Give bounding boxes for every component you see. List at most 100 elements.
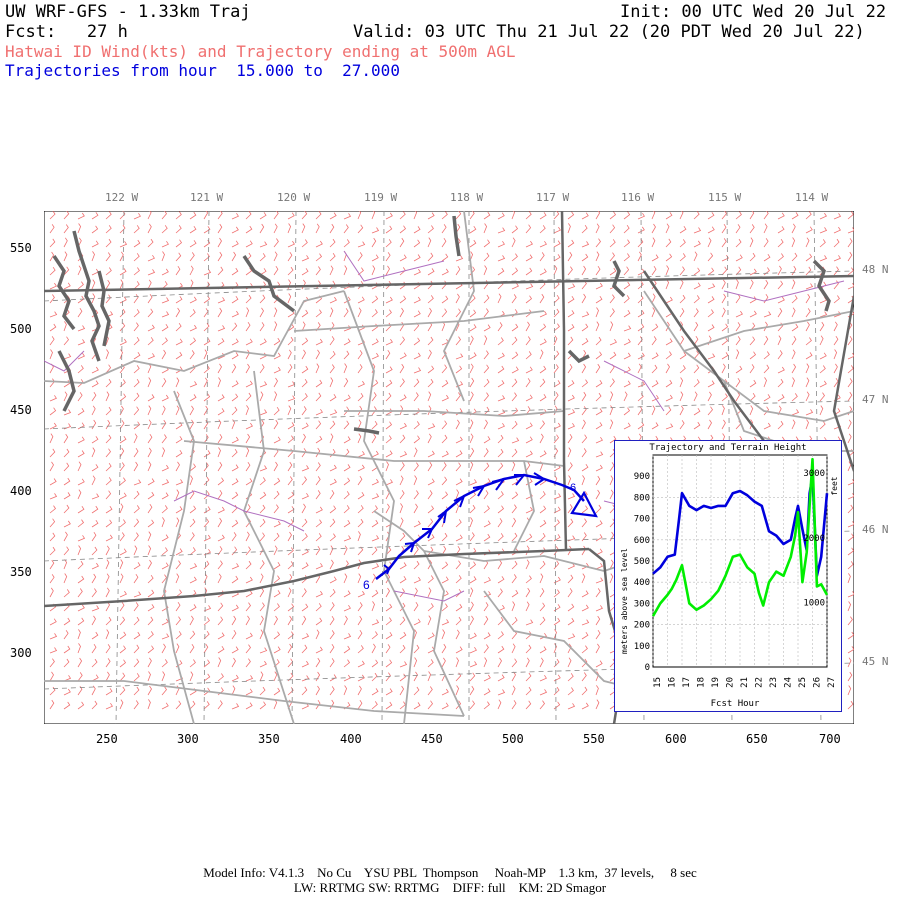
wind-barb xyxy=(371,672,378,682)
wind-barb xyxy=(343,420,350,430)
wind-barb xyxy=(413,239,421,248)
wind-barb xyxy=(525,366,533,374)
wind-barb xyxy=(301,465,310,472)
wind-barb xyxy=(91,643,97,654)
wind-barb xyxy=(217,534,225,542)
end-marker-label: 6 xyxy=(570,482,576,494)
wind-barb xyxy=(301,633,310,640)
wind-barb xyxy=(483,294,490,304)
wind-barb xyxy=(525,295,533,304)
wind-barb xyxy=(105,629,110,640)
wind-barb xyxy=(217,645,225,654)
wind-barb xyxy=(553,240,561,248)
wind-barb xyxy=(203,419,209,430)
wind-barb xyxy=(147,353,156,360)
wind-barb xyxy=(273,520,281,528)
wind-barb xyxy=(791,279,796,290)
wind-barb xyxy=(539,632,547,640)
wind-barb xyxy=(119,601,125,612)
wind-barb xyxy=(455,616,462,626)
wind-barb xyxy=(105,658,111,668)
wind-barb xyxy=(343,213,352,220)
wind-barb xyxy=(245,380,253,388)
wind-barb xyxy=(399,378,405,388)
wind-barb xyxy=(539,310,547,318)
wind-barb xyxy=(511,643,516,654)
wind-barb xyxy=(49,336,55,346)
wind-barb xyxy=(581,619,590,626)
wind-barb xyxy=(371,573,376,584)
wind-barb xyxy=(245,590,253,598)
wind-barb xyxy=(833,280,839,290)
wind-barb xyxy=(133,336,140,346)
wind-barb xyxy=(105,616,112,626)
wind-barb xyxy=(427,212,435,220)
wind-barb xyxy=(343,545,348,556)
inset-xtick: 16 xyxy=(668,677,678,688)
wind-barb xyxy=(161,562,169,570)
wind-barb xyxy=(259,241,268,248)
wind-barb xyxy=(147,405,152,416)
inset-ytick: 400 xyxy=(634,578,650,588)
wind-barb xyxy=(189,394,197,402)
wind-barb xyxy=(161,643,166,654)
wind-barb xyxy=(175,377,180,388)
wind-barb xyxy=(567,493,576,500)
wind-barb xyxy=(665,423,674,430)
model-physics: LW: RRTMG SW: RRTMG DIFF: full KM: 2D Sm… xyxy=(293,880,607,895)
wind-barb xyxy=(427,615,432,626)
wind-barb xyxy=(105,505,113,514)
wind-barb xyxy=(721,293,727,304)
wind-barb xyxy=(189,324,197,332)
wind-barb xyxy=(329,630,335,640)
wind-barb xyxy=(245,560,252,570)
wind-barb xyxy=(847,547,854,556)
wind-barb xyxy=(483,350,489,360)
wind-barb xyxy=(441,532,448,542)
wind-barb xyxy=(497,604,505,612)
wind-barb xyxy=(301,675,310,682)
wind-barb xyxy=(567,462,573,472)
wind-barb xyxy=(581,475,585,486)
wind-barb xyxy=(77,392,83,402)
wind-barb xyxy=(119,308,126,318)
wind-barb xyxy=(721,323,729,332)
wind-barb xyxy=(343,633,352,640)
wind-barb xyxy=(273,477,281,486)
wind-barb xyxy=(133,616,140,626)
wind-barb xyxy=(483,688,491,696)
wind-barb xyxy=(427,349,432,360)
wind-barb xyxy=(721,279,726,290)
wind-barb xyxy=(273,561,281,570)
wind-barb xyxy=(203,643,209,654)
inset-ytick: 0 xyxy=(645,663,650,673)
wind-barb xyxy=(483,490,489,500)
wind-barb xyxy=(399,462,405,472)
wind-barb xyxy=(273,575,281,584)
wind-barb xyxy=(147,293,153,304)
wind-barb xyxy=(203,673,211,682)
wind-barb xyxy=(847,657,852,668)
wind-barb xyxy=(749,379,757,388)
wind-barb xyxy=(553,506,561,514)
wind-barb xyxy=(91,405,96,416)
wind-barb xyxy=(483,308,489,318)
wind-barb xyxy=(623,211,631,220)
wind-barb xyxy=(203,365,210,374)
wind-barb xyxy=(161,517,165,528)
wind-barb xyxy=(385,672,391,682)
wind-barb xyxy=(651,211,656,220)
wind-barb xyxy=(553,211,560,220)
wind-barb xyxy=(203,450,211,458)
end-marker-triangle xyxy=(570,490,598,518)
wind-barb xyxy=(525,461,531,472)
wind-barb xyxy=(105,349,109,360)
wind-barb xyxy=(539,646,547,654)
wind-barb xyxy=(539,378,546,388)
wind-barb xyxy=(595,660,603,668)
wind-barb xyxy=(287,212,295,220)
wind-barb xyxy=(609,338,617,346)
wind-barb xyxy=(217,433,223,444)
wind-barb xyxy=(623,391,628,402)
wind-barb xyxy=(413,310,421,318)
